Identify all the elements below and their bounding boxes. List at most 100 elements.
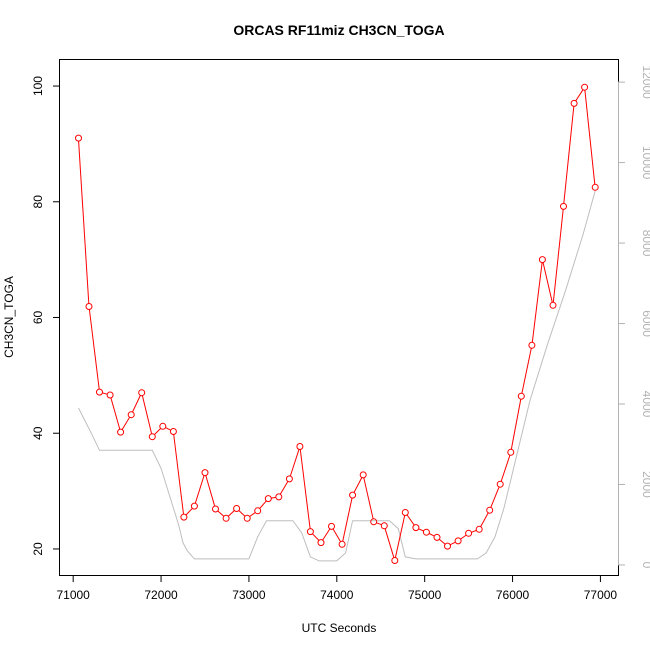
series-segment-23 (322, 528, 331, 541)
series-segment-10 (185, 507, 193, 516)
x-tick-label-2: 73000 (232, 588, 266, 602)
y2-tick-label-4: 8000 (640, 230, 650, 257)
data-point-10 (180, 513, 188, 521)
y2-tick-label-1: 2000 (640, 471, 650, 498)
series-segment-27 (363, 477, 374, 519)
series-segment-24 (332, 528, 342, 542)
x-tick-label-1: 72000 (144, 588, 178, 602)
data-point-47 (570, 99, 578, 107)
data-point-2 (96, 388, 103, 396)
data-point-28 (370, 518, 378, 526)
series-segment-39 (490, 486, 500, 508)
series-segment-15 (238, 510, 246, 517)
series-segment-41 (510, 399, 522, 450)
x-axis-label: UTC Seconds (302, 621, 377, 635)
series-segment-1 (88, 309, 100, 390)
data-point-5 (127, 411, 135, 419)
data-point-26 (349, 491, 357, 499)
chart-marks: 71000 72000 73000 74000 75000 76000 77000 20 40 6… (31, 65, 650, 602)
series-segment-28 (376, 522, 382, 526)
series-segment-17 (259, 500, 267, 509)
series-segment-20 (289, 449, 300, 477)
data-point-29 (380, 522, 388, 530)
series-segment-47 (575, 89, 584, 102)
y2-tick-label-0: 0 (640, 562, 650, 569)
series-segment-40 (500, 455, 511, 482)
series-segment-9 (173, 434, 184, 515)
data-point-45 (549, 301, 557, 309)
data-point-1 (85, 303, 93, 310)
series-segment-45 (552, 209, 564, 303)
y-tick-label-0: 20 (31, 542, 45, 556)
x-tick-label-3: 74000 (320, 588, 354, 602)
data-point-24 (328, 522, 335, 530)
series-segment-22 (312, 533, 320, 541)
data-point-33 (422, 528, 430, 536)
data-point-41 (507, 448, 515, 456)
x-tick-label-6: 77000 (584, 588, 618, 602)
series-segment-31 (406, 514, 415, 526)
data-point-14 (222, 514, 230, 522)
data-point-44 (538, 256, 546, 264)
data-point-19 (275, 493, 283, 501)
x-tick-label-0: 71000 (56, 588, 90, 602)
x-tick-label-5: 76000 (496, 588, 530, 602)
series-segment-34 (438, 538, 446, 545)
data-point-34 (433, 533, 441, 541)
series-segment-32 (418, 528, 424, 532)
data-point-36 (454, 537, 462, 545)
data-point-42 (517, 392, 525, 400)
data-point-16 (243, 514, 251, 522)
series-segment-14 (227, 510, 235, 517)
series-segment-26 (353, 477, 363, 493)
data-point-48 (581, 83, 589, 91)
data-point-4 (117, 428, 125, 436)
series-segment-30 (394, 515, 406, 558)
series-segment-8 (165, 427, 171, 431)
series-segment-36 (460, 534, 467, 540)
series-segment-29 (384, 528, 395, 558)
data-point-3 (106, 391, 114, 399)
y-axis-label: CH3CN_TOGA (2, 276, 16, 358)
series-segment-21 (299, 449, 311, 529)
series-segment-43 (531, 262, 543, 343)
data-point-20 (285, 475, 293, 483)
series-segment-37 (471, 529, 477, 533)
series-segment-2 (102, 392, 108, 395)
y-tick-label-1: 40 (31, 426, 45, 440)
series-line-altitude (78, 190, 596, 562)
series-segment-7 (154, 428, 162, 435)
y2-tick-label-5: 10000 (640, 146, 650, 180)
series-segment-16 (249, 512, 256, 517)
data-point-17 (254, 507, 262, 515)
series-segment-11 (194, 475, 205, 504)
series-segment-38 (480, 512, 489, 527)
data-point-38 (475, 525, 483, 533)
series-segment-6 (141, 395, 153, 434)
data-point-18 (264, 495, 272, 503)
data-point-31 (401, 509, 409, 516)
series-segment-0 (78, 141, 90, 304)
y-tick-label-4: 100 (31, 76, 45, 96)
data-point-25 (338, 540, 346, 548)
data-point-6 (138, 389, 146, 397)
series-segment-35 (449, 541, 456, 546)
series-segment-44 (542, 262, 553, 303)
data-point-39 (486, 506, 494, 514)
data-point-0 (75, 134, 82, 142)
data-point-15 (233, 505, 241, 512)
data-point-37 (465, 529, 473, 537)
series-segment-46 (563, 106, 575, 204)
data-point-8 (159, 422, 167, 430)
series-segment-3 (110, 397, 121, 430)
y-tick-label-3: 80 (31, 195, 45, 209)
series-segment-25 (342, 497, 353, 542)
y-tick-label-2: 60 (31, 311, 45, 325)
series-segment-12 (205, 475, 216, 507)
data-point-12 (201, 469, 209, 477)
series-segment-48 (584, 90, 596, 185)
chart-title: ORCAS RF11miz CH3CN_TOGA (233, 22, 444, 38)
series-segment-5 (132, 395, 141, 413)
